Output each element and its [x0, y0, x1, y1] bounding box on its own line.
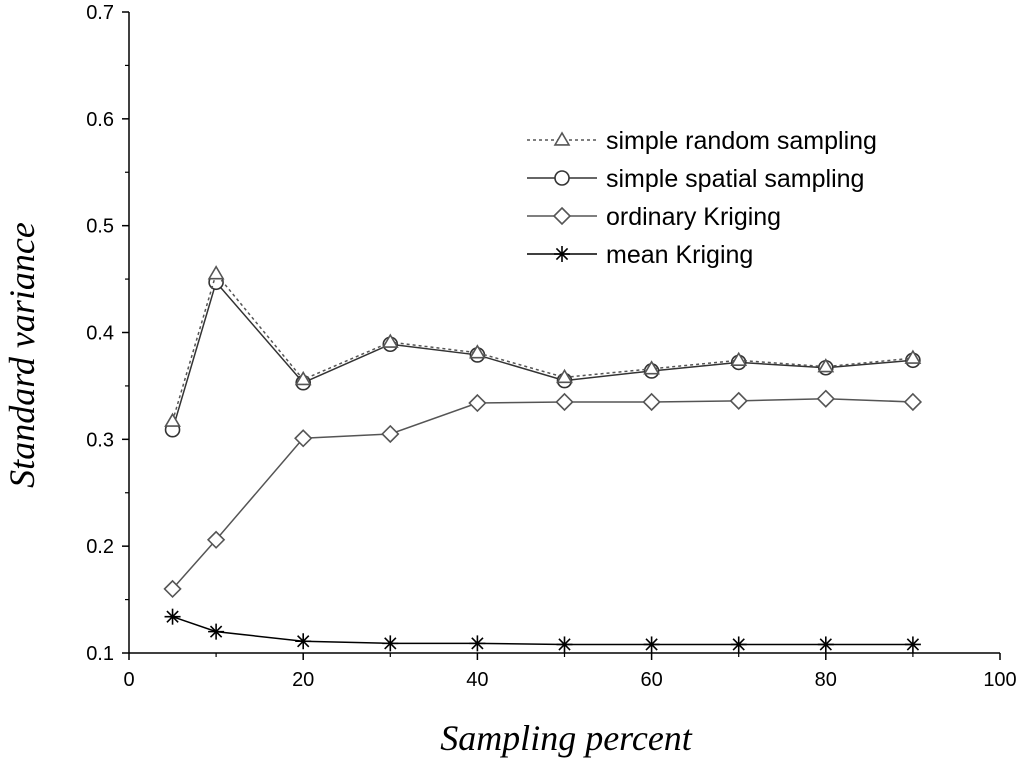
series-layer [163, 265, 923, 653]
asterisk-stroke [166, 610, 179, 623]
x-tick-label: 60 [640, 669, 662, 691]
series-line [172, 615, 913, 646]
asterisk-stroke [297, 635, 310, 648]
triangle-marker [817, 358, 835, 373]
circle-marker [554, 170, 570, 186]
asterisk-marker [382, 635, 399, 652]
legend-entry: ordinary Kriging [527, 203, 781, 231]
asterisk-stroke [558, 638, 571, 651]
diamond-marker [903, 392, 923, 412]
triangle-marker [904, 349, 922, 364]
series-simple-random-sampling [164, 265, 922, 427]
x-tick-label: 80 [815, 669, 837, 691]
x-tick-label: 100 [983, 669, 1016, 691]
series-line [171, 272, 913, 422]
y-tick-label: 0.1 [86, 643, 114, 665]
diamond-marker [163, 579, 182, 599]
legend-entry: simple spatial sampling [527, 165, 864, 193]
diamond-marker [729, 391, 748, 411]
asterisk-marker [469, 635, 486, 652]
tick-labels: 0 20 40 60 80 100 0.1 0.2 0.3 0.4 0.5 0.6 0.7 [86, 2, 1017, 691]
y-tick-label: 0.5 [86, 216, 114, 238]
asterisk-stroke [732, 638, 745, 651]
triangle-marker [469, 344, 486, 359]
series-mean-kriging [164, 608, 921, 653]
legend-label: mean Kriging [606, 241, 753, 269]
asterisk-marker [554, 246, 570, 262]
series-ordinary-kriging [163, 389, 923, 599]
asterisk-stroke [471, 637, 484, 650]
diamond-marker [206, 530, 226, 549]
triangle-marker [381, 333, 399, 348]
asterisk-marker [208, 623, 225, 640]
asterisk-marker [164, 608, 181, 625]
asterisk-stroke [645, 638, 658, 651]
y-tick-label: 0.6 [86, 109, 114, 131]
asterisk-marker [904, 636, 921, 653]
triangle-marker [294, 370, 312, 386]
asterisk-stroke [906, 638, 920, 651]
series-line [171, 280, 913, 430]
diamond-marker [468, 393, 487, 413]
asterisk-stroke [555, 247, 569, 261]
y-tick-label: 0.7 [86, 2, 114, 24]
diamond-marker [642, 392, 661, 412]
x-tick-label: 40 [466, 669, 488, 691]
y-axis-title: Standard variance [2, 222, 42, 488]
legend-label: simple random sampling [606, 127, 877, 155]
triangle-marker [730, 351, 748, 366]
y-tick-label: 0.3 [86, 429, 114, 451]
asterisk-marker [295, 633, 312, 650]
asterisk-marker [817, 636, 834, 653]
triangle-marker [207, 265, 225, 280]
legend-entry: simple random sampling [527, 127, 877, 155]
legend-entry: mean Kriging [527, 241, 753, 269]
triangle-marker [553, 131, 571, 146]
diamond-marker [294, 429, 313, 448]
legend-label: simple spatial sampling [606, 165, 864, 193]
diamond-marker [381, 424, 400, 444]
ticks [122, 11, 1001, 660]
asterisk-stroke [384, 637, 397, 650]
legend-label: ordinary Kriging [606, 203, 781, 231]
series-simple-spatial-sampling [164, 274, 921, 438]
asterisk-marker [730, 636, 747, 653]
asterisk-stroke [819, 638, 832, 651]
triangle-marker [556, 368, 573, 384]
asterisk-stroke [209, 625, 223, 638]
legend: simple random sampling simple spatial sam… [527, 127, 877, 269]
y-tick-label: 0.4 [86, 323, 114, 345]
diamond-marker [555, 392, 574, 412]
x-tick-label: 20 [292, 669, 314, 691]
x-tick-label: 0 [123, 669, 134, 691]
triangle-marker [643, 360, 660, 375]
asterisk-marker [643, 636, 660, 653]
diamond-marker [552, 206, 572, 226]
x-axis-title: Sampling percent [440, 718, 693, 758]
asterisk-marker [556, 636, 573, 653]
y-tick-label: 0.2 [86, 536, 114, 558]
series-line [171, 397, 913, 590]
triangle-marker [164, 412, 181, 427]
diamond-marker [816, 389, 835, 408]
